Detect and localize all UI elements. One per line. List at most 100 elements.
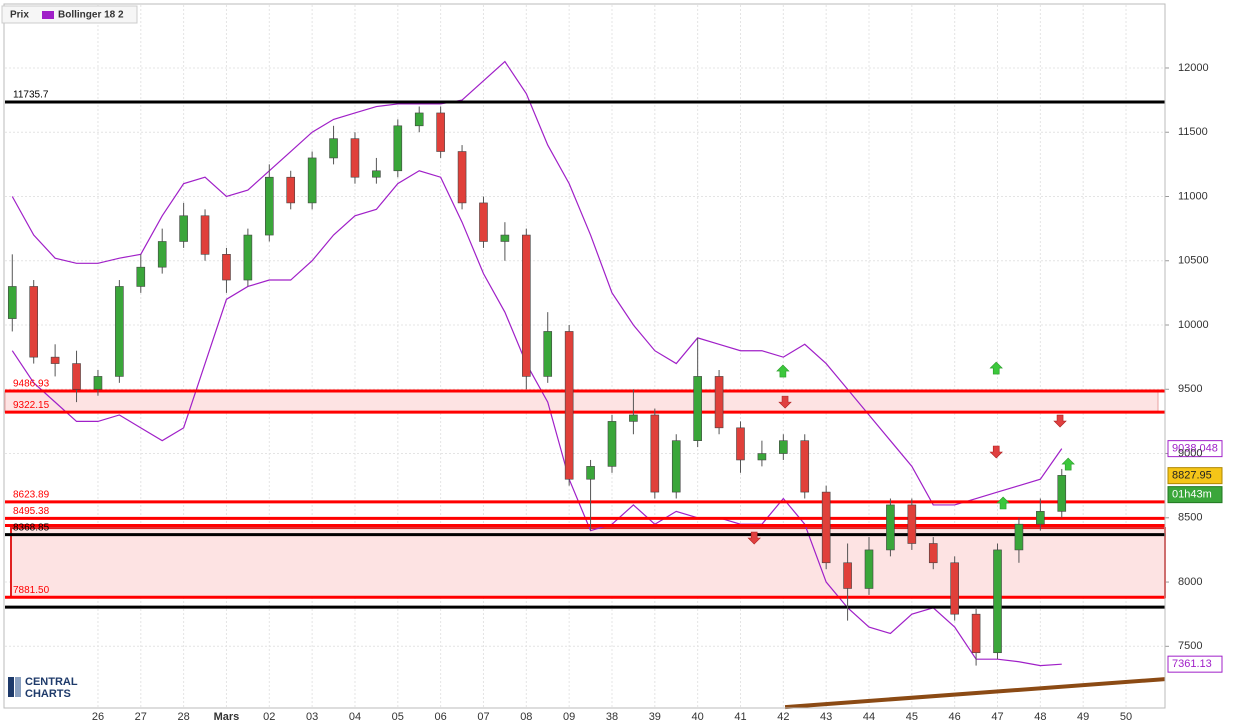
candle-body (414, 112, 424, 127)
level-label: 8623.89 (13, 490, 50, 501)
level-label: 9322.15 (13, 400, 50, 411)
candle-body (50, 356, 60, 364)
candle-body (586, 466, 595, 480)
candle-body (372, 170, 381, 178)
candle-body (757, 453, 767, 461)
y-tick-label: 10500 (1178, 255, 1209, 267)
x-tick-label: 03 (306, 711, 318, 723)
x-tick-label: 43 (820, 711, 832, 723)
legend: Prix Bollinger 18 2 (1, 5, 138, 24)
candle-body (564, 331, 574, 480)
x-tick-label: 39 (649, 711, 661, 723)
x-tick-label: 38 (606, 711, 618, 723)
candle-body (993, 549, 1002, 654)
signal-arrow (1061, 457, 1075, 471)
signal-arrow (778, 395, 792, 409)
x-tick-label: 47 (991, 711, 1003, 723)
zone (10, 527, 1166, 599)
candle-body (329, 138, 338, 159)
legend-label: Prix (10, 10, 29, 21)
price-tag-label: 01h43m (1172, 489, 1212, 501)
price-tag (1167, 440, 1223, 458)
x-tick-label: 02 (263, 711, 275, 723)
candle-body (522, 234, 531, 377)
y-tick-label: 7500 (1178, 640, 1202, 652)
legend-swatch (42, 11, 54, 19)
x-tick-label: 48 (1034, 711, 1046, 723)
candle-body (93, 376, 103, 390)
y-tick-label: 11000 (1178, 190, 1208, 202)
x-tick-label: 09 (563, 711, 575, 723)
signal-arrow (989, 361, 1003, 375)
price-tag (1167, 467, 1223, 485)
candle-body (29, 286, 39, 358)
candle-body (136, 266, 146, 287)
x-tick-label: 42 (777, 711, 789, 723)
logo-text: CHARTS (25, 688, 71, 700)
candle-body (222, 254, 231, 281)
x-tick-label: 40 (692, 711, 704, 723)
x-tick-label: 04 (349, 711, 361, 723)
bollinger-lower (11, 170, 1062, 667)
candle-body (479, 202, 488, 242)
price-tag (1167, 655, 1223, 673)
legend-box (1, 5, 138, 24)
logo: CENTRAL CHARTS (8, 676, 78, 700)
candle-body (7, 286, 17, 319)
price-tag-label: 9038.048 (1172, 443, 1218, 455)
y-tick-label: 10000 (1178, 319, 1209, 331)
bollinger-upper (11, 60, 1063, 506)
candle-body (693, 376, 702, 441)
candle-body (457, 151, 467, 204)
x-tick-label: 26 (92, 711, 104, 723)
x-tick-label: 49 (1077, 711, 1089, 723)
candle-body (671, 440, 681, 493)
signal-arrow (1053, 414, 1067, 428)
y-tick-label: 9500 (1178, 383, 1202, 395)
candle-body (800, 440, 810, 493)
logo-icon (15, 677, 21, 697)
candle-body (72, 363, 81, 390)
x-tick-label: 06 (435, 711, 447, 723)
candle-body (928, 543, 938, 564)
candle-body (1014, 523, 1024, 551)
candle-body (436, 112, 445, 152)
level-label: 8495.38 (13, 506, 50, 517)
candle-body (243, 234, 253, 281)
level-label: 9486.93 (13, 379, 50, 390)
candles (7, 106, 1067, 666)
trend-line (784, 677, 1166, 710)
x-tick-label: 46 (949, 711, 961, 723)
x-tick-label: 27 (135, 711, 147, 723)
candle-body (821, 491, 831, 564)
candle-body (736, 427, 745, 461)
candle-body (864, 549, 874, 589)
candle-body (264, 176, 274, 236)
candle-body (543, 331, 553, 377)
candle-body (629, 414, 638, 422)
candle-body (286, 176, 296, 204)
candle-body (1057, 475, 1067, 512)
x-tick-label: 50 (1120, 711, 1132, 723)
candle-body (350, 138, 360, 178)
candle-body (886, 504, 895, 551)
candle-body (779, 440, 788, 454)
plot-frame (3, 3, 1166, 709)
candle-body (650, 414, 660, 493)
candle-body (607, 421, 617, 467)
candle-body (200, 215, 210, 255)
signal-arrow (776, 364, 790, 378)
zone (4, 390, 1159, 413)
candle-body (500, 234, 510, 242)
zones (4, 390, 1166, 599)
candle-body (393, 125, 403, 172)
price-tag (1167, 486, 1223, 504)
price-tag-label: 8827.95 (1172, 470, 1212, 482)
candle-body (714, 376, 724, 429)
candle-body (950, 562, 959, 615)
y-tick-label: 8500 (1178, 512, 1202, 524)
x-tick-label: Mars (214, 711, 240, 723)
x-tick-label: 08 (520, 711, 532, 723)
